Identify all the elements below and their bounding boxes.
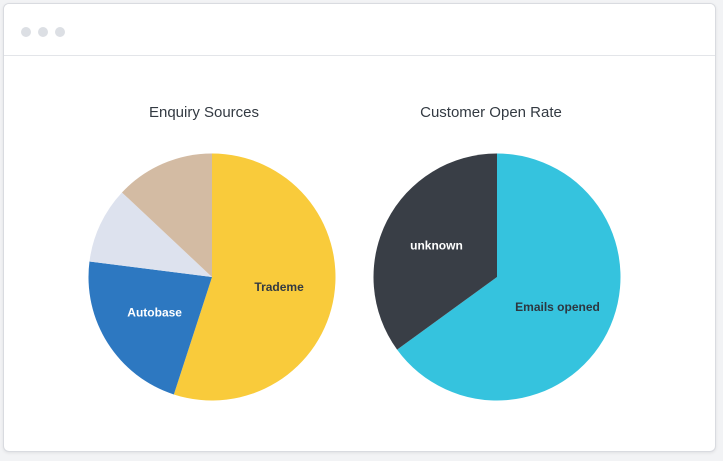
- pie-slice-autobase[interactable]: [88, 261, 212, 395]
- pie-slice-3[interactable]: [89, 192, 212, 277]
- enquiry-sources-title: Enquiry Sources: [148, 104, 260, 121]
- window-control-dot[interactable]: [38, 27, 48, 37]
- pie-slice-trademe[interactable]: [173, 153, 336, 401]
- pie-slice-emails-opened[interactable]: [397, 153, 621, 401]
- customer-open-rate-pie-chart: Emails opened unknown: [373, 153, 621, 401]
- pie-label-unknown: unknown: [410, 238, 463, 252]
- window-control-dot[interactable]: [55, 27, 65, 37]
- pie-slice-unknown[interactable]: [373, 153, 498, 350]
- enquiry-sources-pie-chart: Trademe Autobase: [88, 153, 336, 401]
- window-control-dot[interactable]: [21, 27, 31, 37]
- window-titlebar: [4, 4, 715, 56]
- pie-slice-4[interactable]: [121, 153, 212, 278]
- pie-label-emails-opened: Emails opened: [515, 300, 600, 314]
- pie-label-autobase: Autobase: [127, 306, 182, 320]
- pie-label-trademe: Trademe: [254, 280, 304, 294]
- customer-open-rate-title: Customer Open Rate: [420, 104, 562, 121]
